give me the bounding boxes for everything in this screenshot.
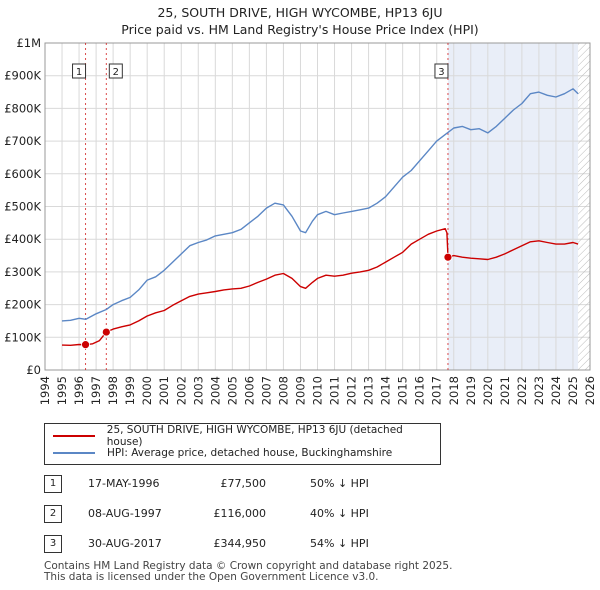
x-tick-label: 2004 [208,376,222,405]
y-tick-label: £500K [4,200,41,214]
footer-line-2: This data is licensed under the Open Gov… [44,571,379,583]
title-line-2: Price paid vs. HM Land Registry's House … [121,22,479,37]
sale-marker-label: 1 [76,67,82,78]
x-tick-label: 2013 [362,376,376,405]
x-tick-label: 2021 [498,376,512,405]
y-tick-label: £800K [4,101,41,115]
plot-border [44,42,591,371]
x-tick-label: 2019 [464,376,478,405]
sale-point [101,327,111,337]
legend-swatch-property [53,435,95,437]
table-row: 2 08-AUG-1997 £116,000 40% ↓ HPI [44,505,464,523]
sale-date: 30-AUG-2017 [88,537,162,550]
x-tick-label: 2015 [396,376,410,405]
sale-hpi-diff: 54% ↓ HPI [310,537,369,550]
legend: 25, SOUTH DRIVE, HIGH WYCOMBE, HP13 6JU … [44,423,441,465]
x-tick-label: 2010 [311,376,325,405]
sale-marker-box [434,63,449,79]
legend-item-hpi: HPI: Average price, detached house, Buck… [53,445,392,461]
x-tick-label: 2023 [532,376,546,405]
x-tick-label: 2008 [276,376,290,405]
x-tick-label: 2009 [293,376,307,405]
x-tick-label: 2012 [345,376,359,405]
y-tick-label: £0 [26,363,41,377]
legend-label-property: 25, SOUTH DRIVE, HIGH WYCOMBE, HP13 6JU … [106,424,403,448]
title-line-1: 25, SOUTH DRIVE, HIGH WYCOMBE, HP13 6JU [157,5,443,20]
y-tick-label: £700K [4,134,41,148]
x-tick-label: 2022 [515,376,529,405]
sale-price: £77,500 [220,477,267,490]
sale-hpi-diff: 50% ↓ HPI [310,477,369,490]
legend-item-property: 25, SOUTH DRIVE, HIGH WYCOMBE, HP13 6JU … [53,424,440,448]
x-tick-label: 2014 [379,376,393,405]
sale-date: 08-AUG-1997 [88,507,162,520]
x-tick-label: 2017 [430,376,444,405]
x-tick-label: 2016 [413,376,427,405]
x-tick-label: 2001 [157,376,171,405]
y-tick-label: £1M [16,36,41,50]
sale-marker-label: 2 [113,67,119,78]
hpi-line [61,88,579,322]
y-tick-label: £200K [4,298,41,312]
y-tick-label: £100K [4,330,41,344]
x-tick-label: 2006 [242,376,256,405]
x-tick-label: 2005 [225,376,239,405]
property-price-line [61,227,579,346]
x-tick-label: 2024 [549,376,563,405]
x-tick-label: 2000 [140,376,154,405]
future-hatch [578,43,590,370]
x-tick-label: 2018 [447,376,461,405]
x-tick-label: 1998 [106,376,120,405]
sale-point [443,252,453,262]
y-tick-label: £300K [4,265,41,279]
sale-marker-label: 3 [438,67,444,78]
x-tick-label: 1996 [72,376,86,405]
footer-attribution: Contains HM Land Registry data © Crown c… [44,561,452,583]
sale-number-badge: 2 [44,505,62,523]
sale-price: £344,950 [213,537,267,550]
x-tick-label: 2025 [566,376,580,405]
y-tick-label: £600K [4,167,41,181]
y-tick-label: £900K [4,69,41,83]
x-tick-label: 2026 [583,376,597,405]
sale-point [81,340,90,350]
y-tick-label: £400K [4,232,41,246]
sale-number-badge: 3 [44,535,62,553]
sale-marker-box [72,63,87,79]
legend-label-hpi: HPI: Average price, detached house, Buck… [107,447,393,459]
sale-hpi-diff: 40% ↓ HPI [310,507,369,520]
sale-price: £116,000 [213,507,267,520]
x-tick-label: 2003 [191,376,205,405]
sale-date: 17-MAY-1996 [88,477,160,490]
x-tick-label: 2002 [174,376,188,405]
sale-marker-box [108,63,123,79]
table-row: 1 17-MAY-1996 £77,500 50% ↓ HPI [44,475,464,493]
chart-title: 25, SOUTH DRIVE, HIGH WYCOMBE, HP13 6JU … [0,4,600,38]
x-tick-label: 1997 [89,376,103,405]
x-tick-label: 1995 [55,376,69,405]
x-tick-label: 2007 [259,376,273,405]
price-chart: £0 £100K £200K £300K £400K £500K £600K £700K £80… [4,36,597,405]
x-tick-label: 1999 [123,376,137,405]
footer-line-1: Contains HM Land Registry data © Crown c… [44,560,453,572]
table-row: 3 30-AUG-2017 £344,950 54% ↓ HPI [44,535,464,553]
x-tick-label: 2011 [328,376,342,405]
x-tick-label: 1994 [38,376,52,405]
legend-swatch-hpi [53,452,95,454]
x-tick-label: 2020 [481,376,495,405]
sale-number-badge: 1 [44,475,62,493]
